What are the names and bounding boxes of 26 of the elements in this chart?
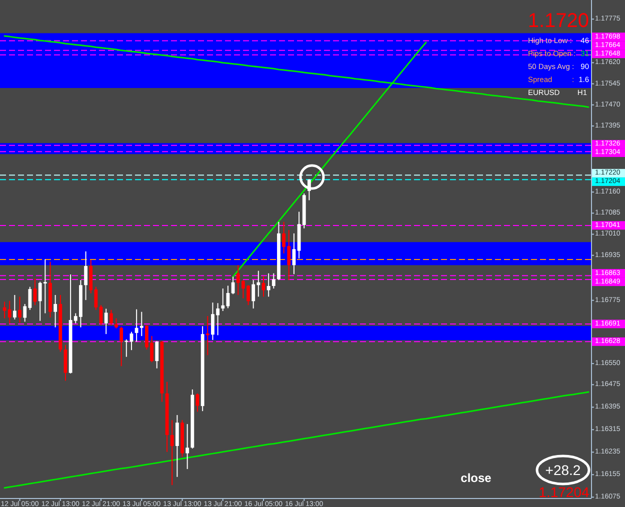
candlestick	[134, 308, 138, 342]
candlestick	[272, 272, 276, 290]
candlestick	[18, 296, 22, 324]
candlestick	[104, 308, 108, 335]
candlestick	[140, 311, 144, 337]
annotation: +28.2	[545, 462, 581, 478]
candlestick	[266, 272, 270, 298]
candlestick	[12, 294, 16, 320]
candlestick	[84, 250, 88, 301]
candlestick	[175, 414, 179, 478]
candlestick	[196, 392, 200, 412]
candlestick	[8, 300, 12, 324]
annotation: 1.17204	[538, 484, 590, 500]
candlestick	[155, 340, 159, 369]
line-series	[4, 391, 590, 489]
candlestick	[186, 424, 190, 470]
candlestick	[114, 318, 118, 329]
candlestick	[206, 316, 210, 356]
candlestick	[109, 309, 113, 326]
candlestick	[54, 294, 58, 328]
candlestick	[170, 420, 174, 486]
candlestick	[120, 326, 124, 367]
annotation: close	[460, 471, 492, 485]
annotation: 1.1720	[528, 10, 589, 32]
candlestick	[124, 338, 128, 358]
candlestick	[221, 288, 225, 312]
